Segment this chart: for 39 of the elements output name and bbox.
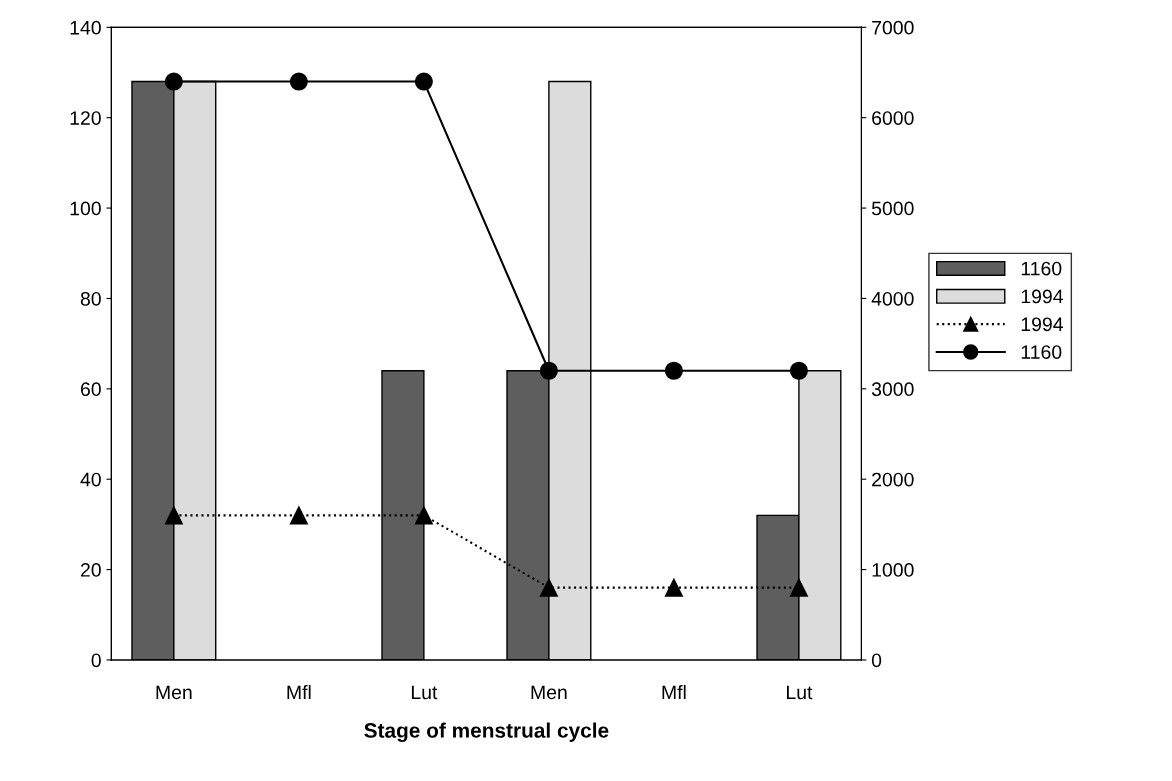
y-tick-label: 80 xyxy=(80,291,101,306)
y2-tick-label: 7000 xyxy=(872,20,914,35)
x-axis-title: Stage of menstrual cycle xyxy=(364,722,609,743)
y-tick-label: 120 xyxy=(70,111,101,125)
x-tick-label: Lut xyxy=(411,685,438,700)
y2-tick-label: 5000 xyxy=(871,201,914,216)
point xyxy=(664,361,683,380)
y2-tick-label: 1000 xyxy=(872,563,914,577)
point xyxy=(164,506,183,525)
point xyxy=(789,578,808,597)
point xyxy=(539,578,558,597)
legend-label: 1994 xyxy=(1021,317,1063,332)
x-tick-label: Men xyxy=(531,685,567,700)
y2-tick-label: 3000 xyxy=(871,382,914,397)
y2-tick-label: 0 xyxy=(871,653,882,668)
y-tick-label: 40 xyxy=(80,472,101,487)
point xyxy=(664,578,683,597)
y-tick-label: 20 xyxy=(80,563,101,577)
point xyxy=(539,361,558,380)
y-tick-label: 0 xyxy=(91,653,101,668)
x-tick-label: Lut xyxy=(786,685,813,700)
y-tick-label: 100 xyxy=(70,201,101,216)
x-tick-label: Men xyxy=(156,685,192,700)
y2-tick-label: 6000 xyxy=(872,111,914,125)
point xyxy=(289,506,308,525)
legend-label: 1994 xyxy=(1021,289,1063,304)
point xyxy=(414,506,433,525)
point xyxy=(414,72,433,91)
y2-tick-label: 4000 xyxy=(871,291,914,306)
point xyxy=(289,72,308,91)
y-tick-label: 140 xyxy=(70,20,101,35)
point xyxy=(789,361,808,380)
y2-tick-label: 2000 xyxy=(872,472,914,487)
x-tick-label: Mfl xyxy=(287,684,311,700)
y-tick-label: 60 xyxy=(80,382,101,397)
legend-label: 1160 xyxy=(1021,261,1062,276)
x-tick-label: Mfl xyxy=(662,684,686,700)
point xyxy=(164,72,183,91)
legend-label: 1160 xyxy=(1021,345,1062,359)
